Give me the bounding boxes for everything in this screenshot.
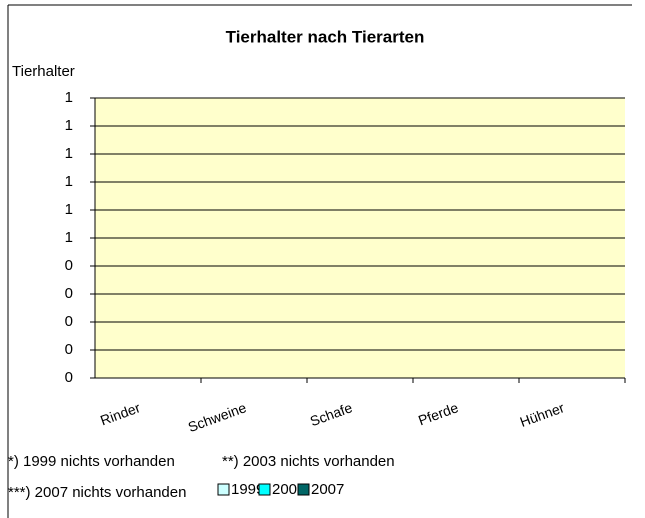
y-tick-label: 1 <box>65 201 73 218</box>
x-tick-label: Rinder <box>98 399 143 428</box>
y-tick-label: 0 <box>65 313 73 330</box>
y-tick-label: 1 <box>65 229 73 246</box>
y-tick-label: 0 <box>65 285 73 302</box>
y-tick-label: 1 <box>65 145 73 162</box>
legend-swatch <box>297 483 310 496</box>
y-axis-label: Tierhalter <box>12 63 75 80</box>
y-tick-label: 1 <box>65 89 73 106</box>
y-tick-label: 0 <box>65 341 73 358</box>
legend-swatch <box>258 483 271 496</box>
x-tick-label: Pferde <box>416 399 460 428</box>
x-tick-label: Schafe <box>308 399 355 429</box>
footnote: **) 2003 nichts vorhanden <box>222 453 395 470</box>
legend-swatch <box>217 483 230 496</box>
x-tick-label: Hühner <box>518 399 567 430</box>
y-tick-label: 0 <box>65 369 73 386</box>
chart-title: Tierhalter nach Tierarten <box>226 27 425 46</box>
legend-label: 1999 <box>231 481 264 498</box>
legend-label: 2007 <box>311 481 344 498</box>
legend-label: 2003 <box>272 481 305 498</box>
footnote: *) 1999 nichts vorhanden <box>8 453 175 470</box>
footnote: ***) 2007 nichts vorhanden <box>8 484 186 501</box>
y-tick-label: 1 <box>65 117 73 134</box>
y-tick-label: 1 <box>65 173 73 190</box>
y-tick-label: 0 <box>65 257 73 274</box>
x-tick-label: Schweine <box>186 399 249 435</box>
